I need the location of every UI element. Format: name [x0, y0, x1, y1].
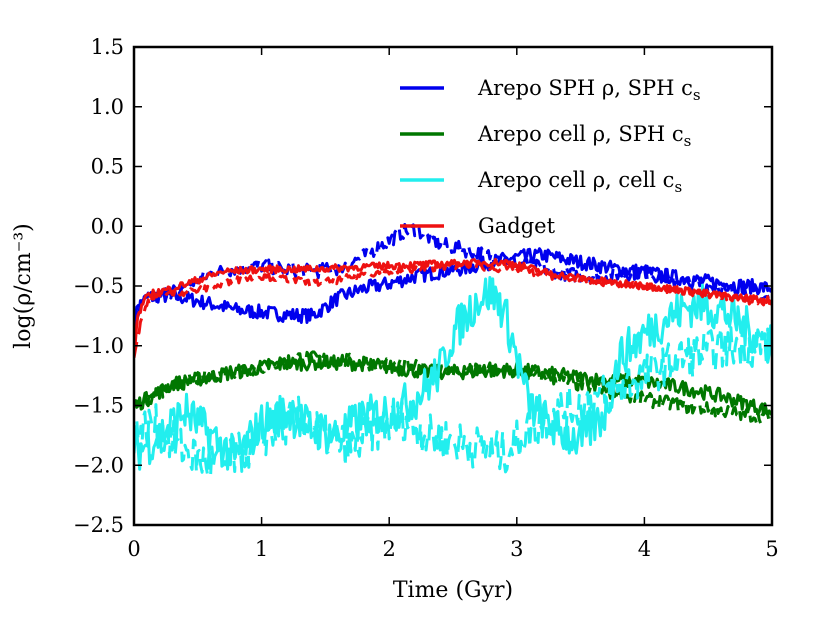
y-tick-label: −0.5 — [73, 274, 124, 298]
x-tick-label: 5 — [765, 537, 778, 561]
x-tick-label: 1 — [255, 537, 268, 561]
series-line-3-dashed — [134, 324, 772, 477]
legend: Arepo SPH ρ, SPH cs Arepo cell ρ, SPH cs A… — [400, 76, 701, 238]
x-tick-label: 2 — [383, 537, 396, 561]
plot-frame — [132, 45, 774, 527]
y-tick-label: 1.5 — [91, 35, 124, 59]
series-layer — [134, 223, 772, 477]
series-line-4-dashed — [134, 259, 772, 358]
x-tick-label: 3 — [510, 537, 523, 561]
y-tick-label: −2.5 — [73, 513, 124, 537]
x-tick-label: 0 — [127, 537, 140, 561]
legend-label: Arepo cell ρ, cell cs — [477, 168, 682, 196]
tick-layer: 0 1 2 3 4 5 −2.5 −2.0 −1.5 −1.0 −0.5 0.0 0.5 1.0 1.5 — [73, 35, 779, 561]
series-line-2-dashed — [134, 350, 772, 425]
y-tick-label: −2.0 — [73, 453, 124, 477]
y-axis-label: log(ρ/cm⁻³) — [11, 223, 36, 349]
y-tick-label: 0.5 — [91, 155, 124, 179]
x-axis-label: Time (Gyr) — [393, 578, 513, 603]
y-tick-label: −1.5 — [73, 394, 124, 418]
legend-label: Arepo cell ρ, SPH cs — [477, 122, 691, 150]
y-tick-label: −1.0 — [73, 334, 124, 358]
y-tick-label: 0.0 — [91, 214, 124, 238]
x-tick-label: 4 — [638, 537, 651, 561]
series-line-1-solid — [134, 247, 772, 332]
legend-label: Arepo SPH ρ, SPH cs — [477, 76, 701, 104]
legend-label: Gadget — [478, 214, 556, 238]
y-tick-label: 1.0 — [91, 95, 124, 119]
